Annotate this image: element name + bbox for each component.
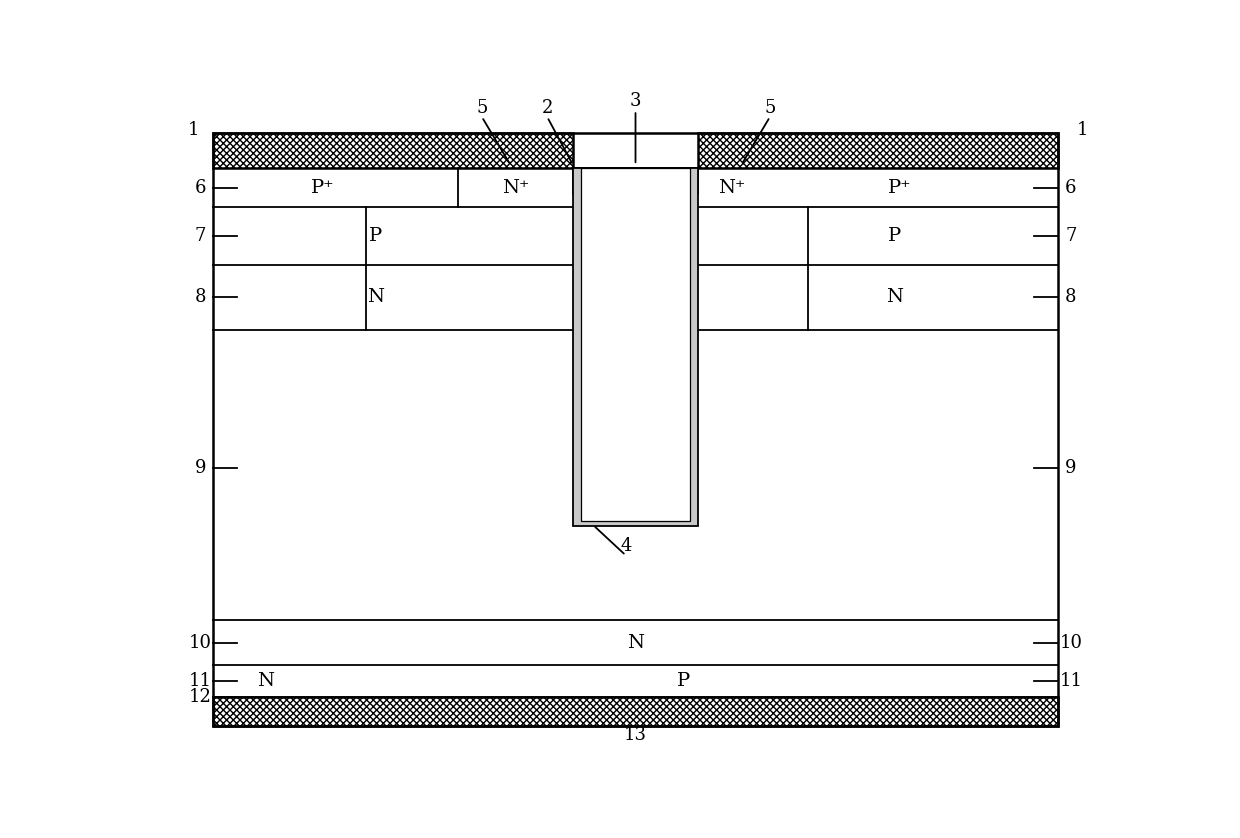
Bar (580, 168, 691, 521)
Text: 8: 8 (1065, 288, 1076, 307)
Text: 11: 11 (188, 672, 212, 691)
Text: 3: 3 (630, 92, 641, 111)
Bar (573, 168, 698, 194)
Text: 6: 6 (195, 178, 206, 197)
Text: 12: 12 (188, 689, 212, 706)
Text: N⁺: N⁺ (718, 178, 745, 197)
Text: 7: 7 (195, 227, 206, 245)
Text: 13: 13 (624, 727, 647, 744)
Text: 10: 10 (188, 634, 212, 652)
Bar (573, 168, 698, 526)
Text: N: N (887, 288, 904, 307)
Text: N: N (367, 288, 384, 307)
Text: N⁻: N⁻ (622, 466, 649, 484)
Bar (213, 133, 1058, 727)
Text: N: N (257, 672, 274, 691)
Text: N⁺: N⁺ (502, 178, 529, 197)
Text: 7: 7 (1065, 227, 1076, 245)
Bar (698, 133, 1058, 168)
Text: P: P (370, 227, 383, 245)
Text: 9: 9 (195, 459, 206, 478)
Text: N: N (627, 634, 644, 652)
Text: 2: 2 (542, 99, 553, 116)
Text: 9: 9 (1065, 459, 1076, 478)
Text: 11: 11 (1059, 672, 1083, 691)
Text: 1: 1 (1076, 121, 1089, 138)
Text: P⁺: P⁺ (888, 178, 911, 197)
Bar (213, 697, 1058, 727)
Text: P: P (677, 672, 691, 691)
Text: 5: 5 (476, 99, 487, 116)
Text: 8: 8 (195, 288, 206, 307)
Text: 4: 4 (620, 537, 631, 556)
Text: 10: 10 (1059, 634, 1083, 652)
Text: 5: 5 (764, 99, 776, 116)
Text: P⁺: P⁺ (311, 178, 335, 197)
Bar (213, 133, 573, 168)
Text: P: P (888, 227, 901, 245)
Text: 1: 1 (187, 121, 200, 138)
Text: 6: 6 (1065, 178, 1076, 197)
